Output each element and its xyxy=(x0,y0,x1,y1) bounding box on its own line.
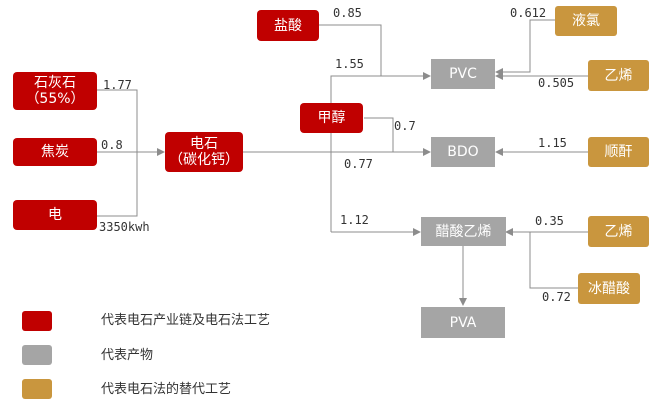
ethylene-mid-node: 乙烯 xyxy=(588,216,649,247)
pvc-node: PVC xyxy=(431,59,495,89)
coke-node: 焦炭 xyxy=(13,138,97,166)
carbide-node: 电石 （碳化钙） xyxy=(165,132,243,172)
hcl-node: 盐酸 xyxy=(257,10,319,41)
edge-carbide-pvc xyxy=(330,72,431,232)
edge-liquid-chlorine xyxy=(495,19,568,76)
edge-electricity xyxy=(97,152,138,217)
pva-node: PVA xyxy=(421,307,505,338)
label-coke: 0.8 xyxy=(101,138,123,152)
edge-limestone xyxy=(97,89,138,152)
label-ethylene-va: 0.35 xyxy=(535,214,564,228)
edge-glacial xyxy=(529,232,578,289)
label-liquid-chlorine: 0.612 xyxy=(510,6,547,20)
legend-swatch-gold xyxy=(22,379,52,399)
legend-text-red: 代表电石产业链及电石法工艺 xyxy=(101,313,271,328)
legend-text-gray: 代表产物 xyxy=(101,348,154,363)
label-hcl: 0.85 xyxy=(333,6,362,20)
label-carbide-pvc: 1.55 xyxy=(335,57,364,71)
methanol-node: 甲醇 xyxy=(300,103,363,133)
label-limestone: 1.77 xyxy=(103,78,132,92)
label-electricity: 3350kwh xyxy=(99,220,150,234)
label-carbide-bdo: 0.77 xyxy=(344,157,373,171)
ethylene-top-node: 乙烯 xyxy=(588,60,649,91)
limestone-node: 石灰石 （55%） xyxy=(13,72,97,110)
label-carbide-va: 1.12 xyxy=(340,213,369,227)
label-methanol-bdo: 0.7 xyxy=(394,119,416,133)
legend-text-gold: 代表电石法的替代工艺 xyxy=(101,382,232,397)
label-ethylene-pvc: 0.505 xyxy=(538,76,575,90)
legend-swatch-gray xyxy=(22,345,52,365)
edge-hcl xyxy=(319,24,382,76)
label-glacial: 0.72 xyxy=(542,290,571,304)
electricity-node: 电 xyxy=(13,200,97,230)
label-maleic: 1.15 xyxy=(538,136,567,150)
vinyl-acetate-node: 醋酸乙烯 xyxy=(421,217,506,246)
edge-methanol-bdo xyxy=(364,117,394,152)
maleic-anhydride-node: 顺酐 xyxy=(588,137,649,167)
glacial-acetic-acid-node: 冰醋酸 xyxy=(578,273,640,304)
bdo-node: BDO xyxy=(431,137,495,167)
liquid-chlorine-node: 液氯 xyxy=(555,6,617,36)
legend-swatch-red xyxy=(22,311,52,331)
